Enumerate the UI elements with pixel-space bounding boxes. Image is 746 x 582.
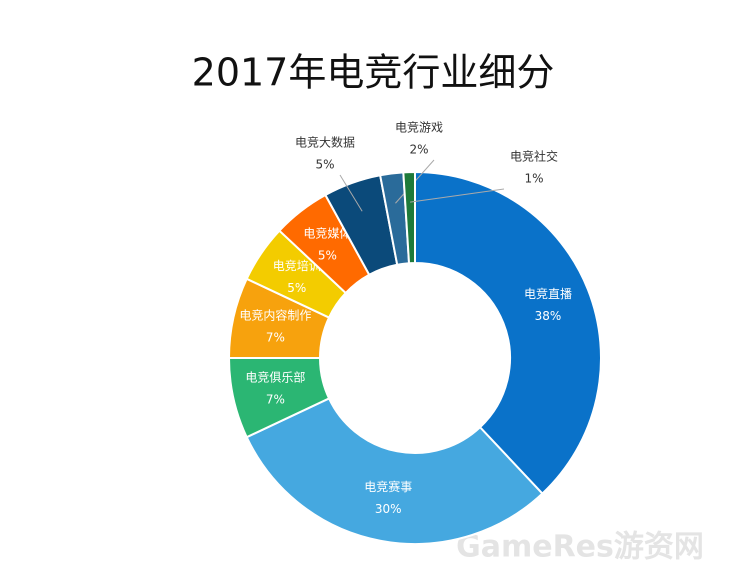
segment-value-label: 2% [409, 143, 428, 157]
segment-label: 电竞游戏 [395, 121, 443, 135]
segment-label: 电竞直播 [524, 287, 572, 301]
segment-label: 电竞培训 [273, 258, 321, 273]
segment-label: 电竞俱乐部 [245, 370, 305, 385]
segment-value-label: 5% [287, 281, 306, 295]
donut-segment [414, 170, 602, 496]
leader-line [339, 174, 363, 212]
segment-label: 电竞媒体 [303, 227, 351, 241]
donut-segment [245, 397, 544, 545]
segment-value-label: 5% [315, 158, 334, 172]
segment-value-label: 38% [535, 309, 562, 323]
segment-label: 电竞赛事 [364, 479, 412, 494]
chart-title: 2017年电竞行业细分 [192, 51, 555, 95]
donut-segment [402, 170, 416, 265]
segment-value-label: 7% [266, 393, 285, 407]
segment-value-label: 5% [318, 249, 337, 263]
watermark: GameRes游资网 [456, 530, 704, 565]
segment-value-label: 30% [375, 502, 402, 516]
segment-label: 电竞社交 [510, 149, 558, 164]
segment-label: 电竞内容制作 [239, 307, 311, 322]
leader-line [410, 188, 505, 203]
segment-value-label: 1% [524, 172, 543, 186]
segment-label: 电竞大数据 [295, 135, 355, 150]
segment-value-label: 7% [266, 330, 285, 344]
